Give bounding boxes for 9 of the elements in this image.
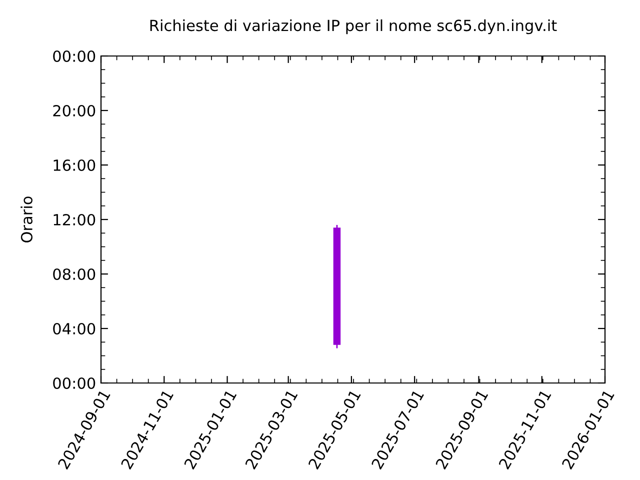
chart-title: Richieste di variazione IP per il nome sc65.dyn.ingv.it [150, 19, 557, 34]
y-tick-label: 00:00 [53, 50, 96, 62]
y-tick-label: 20:00 [53, 104, 96, 117]
y-tick-label: 08:00 [53, 268, 96, 280]
y-tick-label: 16:00 [54, 159, 96, 172]
y-tick-label: 12:00 [54, 214, 96, 226]
y-tick-label: 00:00 [53, 377, 96, 390]
y-axis-title: Orario [20, 196, 32, 242]
y-tick-label: 04:00 [53, 322, 96, 335]
